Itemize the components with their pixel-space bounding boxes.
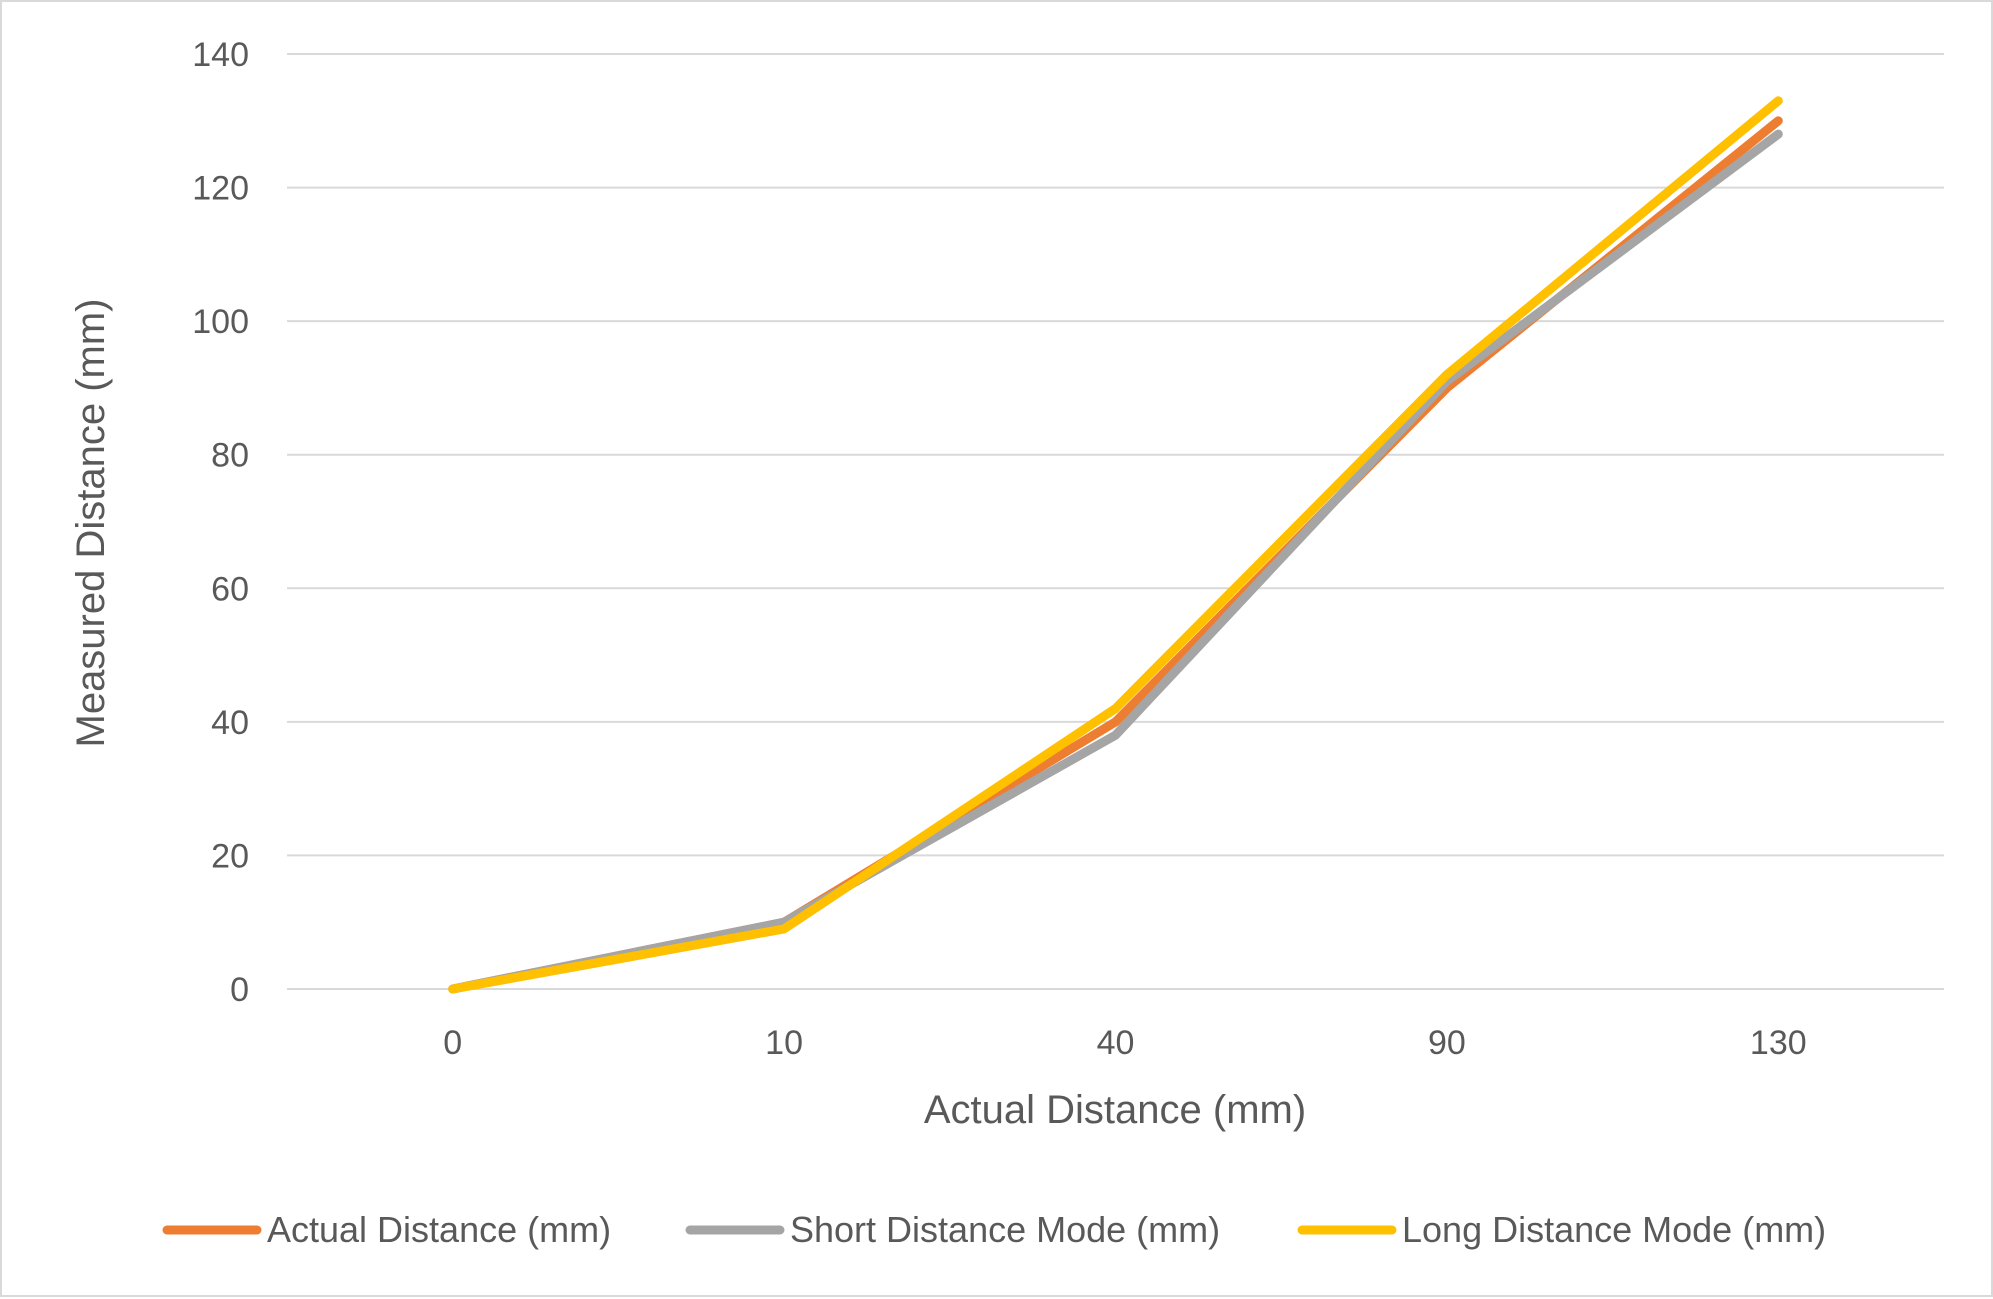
legend-item: Long Distance Mode (mm) xyxy=(1297,1209,1826,1250)
series-line-1 xyxy=(448,116,1783,994)
x-tick-label: 40 xyxy=(1097,1024,1135,1062)
legend: Actual Distance (mm) Short Distance Mode … xyxy=(162,1209,1826,1250)
legend-label: Long Distance Mode (mm) xyxy=(1402,1209,1826,1250)
x-tick-label: 0 xyxy=(443,1024,462,1062)
legend-item: Short Distance Mode (mm) xyxy=(685,1209,1220,1250)
y-tick-label: 100 xyxy=(192,303,249,341)
x-tick-label: 10 xyxy=(765,1024,803,1062)
x-tick-label: 90 xyxy=(1428,1024,1466,1062)
y-tick-label: 20 xyxy=(211,837,249,875)
series-line-3 xyxy=(448,96,1783,994)
y-tick-label: 0 xyxy=(230,971,249,1009)
legend-label: Short Distance Mode (mm) xyxy=(790,1209,1220,1250)
y-axis-ticks: 0 20 40 60 80 100 120 140 xyxy=(192,36,249,1009)
y-tick-label: 80 xyxy=(211,437,249,475)
y-tick-label: 40 xyxy=(211,704,249,742)
y-axis-title: Measured Distance (mm) xyxy=(69,298,113,747)
legend-label: Actual Distance (mm) xyxy=(267,1209,611,1250)
x-axis-title: Actual Distance (mm) xyxy=(924,1088,1306,1132)
x-axis-ticks: 0 10 40 90 130 xyxy=(443,1024,1806,1062)
y-tick-label: 120 xyxy=(192,170,249,208)
x-tick-label: 130 xyxy=(1750,1024,1807,1062)
y-tick-label: 60 xyxy=(211,570,249,608)
y-tick-label: 140 xyxy=(192,36,249,74)
series-lines xyxy=(448,96,1783,994)
legend-item: Actual Distance (mm) xyxy=(162,1209,611,1250)
